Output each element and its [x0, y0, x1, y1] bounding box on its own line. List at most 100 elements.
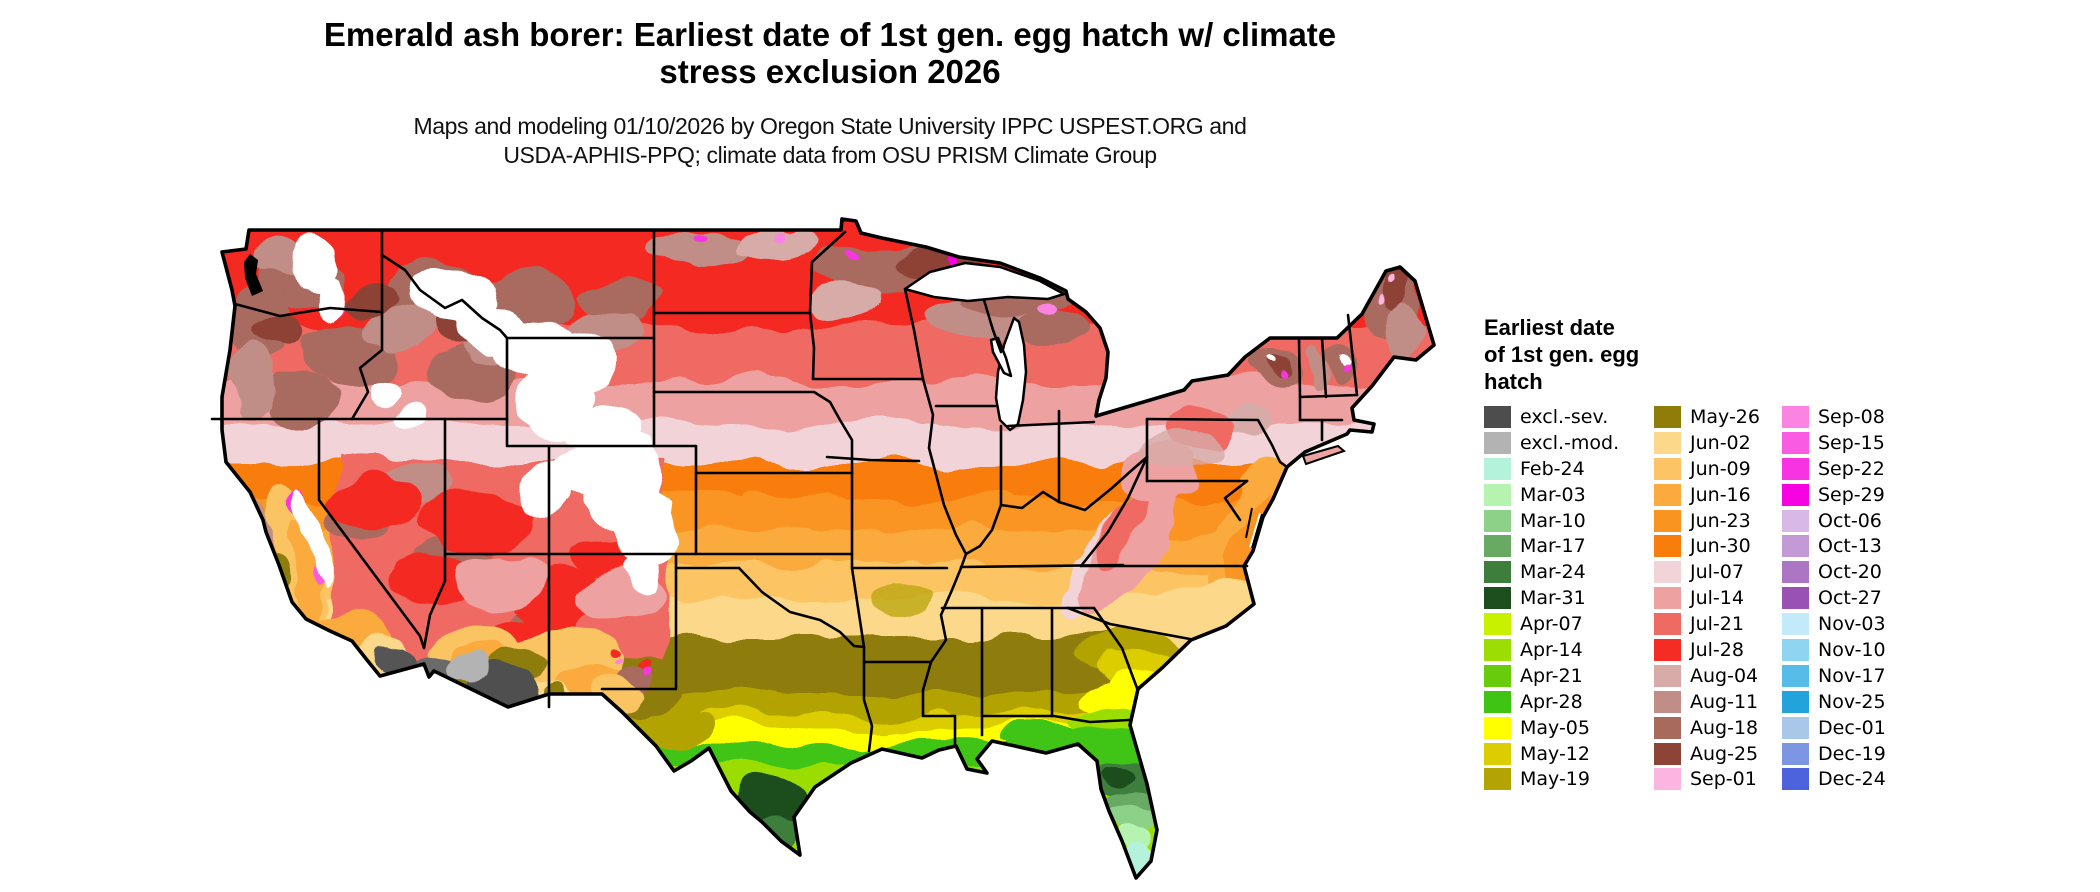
legend-title-line1: Earliest date — [1484, 315, 1615, 340]
legend-label: May-19 — [1520, 768, 1590, 791]
puget-sound — [244, 254, 263, 296]
legend-label: Apr-21 — [1520, 664, 1583, 687]
legend-title-line2: of 1st gen. egg — [1484, 342, 1640, 367]
legend-label: Dec-01 — [1818, 716, 1886, 739]
figure-title-line2: stress exclusion 2026 — [659, 53, 1001, 90]
legend-row: Jun-09 — [1654, 456, 1760, 482]
legend-row: May-19 — [1484, 766, 1619, 792]
legend-label: Nov-03 — [1818, 613, 1886, 636]
legend-label: May-05 — [1520, 716, 1590, 739]
legend-label: Jul-21 — [1690, 613, 1744, 636]
legend-label: Jun-16 — [1690, 483, 1751, 506]
legend-row: Sep-22 — [1782, 456, 1886, 482]
chesapeake-bay-inlets — [1245, 507, 1265, 549]
legend-swatch — [1484, 768, 1511, 791]
legend-label: Mar-10 — [1520, 509, 1586, 532]
legend-swatch — [1484, 613, 1511, 636]
legend-row: Mar-24 — [1484, 559, 1619, 585]
legend-swatch — [1782, 483, 1809, 506]
legend-label: Mar-24 — [1520, 561, 1586, 584]
map-high-elevation-speckles — [611, 232, 1397, 671]
legend-row: Oct-06 — [1782, 508, 1886, 534]
legend-label: Aug-11 — [1690, 690, 1759, 713]
legend-label: Dec-19 — [1818, 742, 1886, 765]
legend-swatch — [1654, 405, 1681, 428]
legend-row: Jul-28 — [1654, 637, 1760, 663]
legend-column-2: May-26 Jun-02 Jun-09 Jun-16 Jun-23 Jun-30 Jul-… — [1654, 404, 1760, 792]
legend-row: Jul-14 — [1654, 585, 1760, 611]
legend-label: Jul-28 — [1690, 638, 1744, 661]
legend-swatch — [1484, 716, 1511, 739]
legend-swatch — [1654, 664, 1681, 687]
legend-row: Aug-18 — [1654, 715, 1760, 741]
figure-subtitle-line2: USDA-APHIS-PPQ; climate data from OSU PR… — [503, 142, 1157, 168]
legend-row: Sep-15 — [1782, 430, 1886, 456]
map-great-lakes — [903, 261, 1066, 432]
legend-row: Aug-25 — [1654, 741, 1760, 767]
legend-row: Dec-19 — [1782, 741, 1886, 767]
legend-label: Oct-27 — [1818, 587, 1882, 610]
legend-label: Oct-06 — [1818, 509, 1882, 532]
legend-row: Nov-25 — [1782, 689, 1886, 715]
legend-row: Jul-21 — [1654, 611, 1760, 637]
legend-swatch — [1782, 535, 1809, 558]
legend-swatch — [1654, 587, 1681, 610]
legend-row: Sep-29 — [1782, 482, 1886, 508]
legend-swatch — [1484, 561, 1511, 584]
legend-row: Apr-28 — [1484, 689, 1619, 715]
legend-swatch — [1484, 405, 1511, 428]
legend-label: Jun-30 — [1690, 535, 1751, 558]
legend-row: Aug-04 — [1654, 663, 1760, 689]
legend-swatch — [1782, 716, 1809, 739]
legend-label: Sep-08 — [1818, 405, 1885, 428]
legend-column-1: excl.-sev. excl.-mod. Feb-24 Mar-03 Mar-10 Ma… — [1484, 404, 1619, 792]
legend-row: Dec-01 — [1782, 715, 1886, 741]
legend-row: Apr-07 — [1484, 611, 1619, 637]
legend-title: Earliest date of 1st gen. egg hatch — [1484, 314, 1934, 395]
legend-row: Nov-10 — [1782, 637, 1886, 663]
legend-swatch — [1484, 690, 1511, 713]
legend-label: Aug-04 — [1690, 664, 1759, 687]
legend-swatch — [1484, 457, 1511, 480]
figure-title-line1: Emerald ash borer: Earliest date of 1st … — [323, 16, 1337, 53]
legend-label: Jun-23 — [1690, 509, 1751, 532]
legend-label: Jul-14 — [1690, 587, 1744, 610]
legend-title-line3: hatch — [1484, 369, 1543, 394]
legend-swatch — [1484, 664, 1511, 687]
legend-swatch — [1782, 742, 1809, 765]
legend-swatch — [1782, 613, 1809, 636]
legend-row: Mar-17 — [1484, 533, 1619, 559]
legend-row: May-12 — [1484, 741, 1619, 767]
legend-label: Sep-29 — [1818, 483, 1885, 506]
legend-label: Nov-10 — [1818, 638, 1886, 661]
legend-label: Mar-17 — [1520, 535, 1586, 558]
legend-row: excl.-sev. — [1484, 404, 1619, 430]
legend-row: Dec-24 — [1782, 766, 1886, 792]
legend-label: Jun-09 — [1690, 457, 1751, 480]
legend-label: Apr-28 — [1520, 690, 1583, 713]
legend-row: Jun-16 — [1654, 482, 1760, 508]
legend-label: May-12 — [1520, 742, 1590, 765]
legend-swatch — [1782, 561, 1809, 584]
legend-row: Sep-08 — [1782, 404, 1886, 430]
long-island — [1301, 444, 1347, 466]
legend-swatch — [1654, 638, 1681, 661]
legend-swatch — [1782, 405, 1809, 428]
legend-label: Aug-25 — [1690, 742, 1759, 765]
legend-label: Aug-18 — [1690, 716, 1759, 739]
map-state-borders — [210, 228, 1359, 753]
legend-label: Jun-02 — [1690, 431, 1751, 454]
legend-row: Mar-03 — [1484, 482, 1619, 508]
legend-swatch — [1782, 509, 1809, 532]
legend-label: Mar-03 — [1520, 483, 1586, 506]
us-choropleth-map — [150, 150, 1460, 892]
legend-row: Jun-02 — [1654, 430, 1760, 456]
legend-label: excl.-sev. — [1520, 405, 1609, 428]
legend-label: Oct-20 — [1818, 561, 1882, 584]
figure-title: Emerald ash borer: Earliest date of 1st … — [205, 16, 1455, 90]
legend-label: Mar-31 — [1520, 587, 1586, 610]
legend-swatch — [1484, 742, 1511, 765]
legend-label: Sep-22 — [1818, 457, 1885, 480]
legend-row: Jun-23 — [1654, 508, 1760, 534]
legend-swatch — [1654, 768, 1681, 791]
